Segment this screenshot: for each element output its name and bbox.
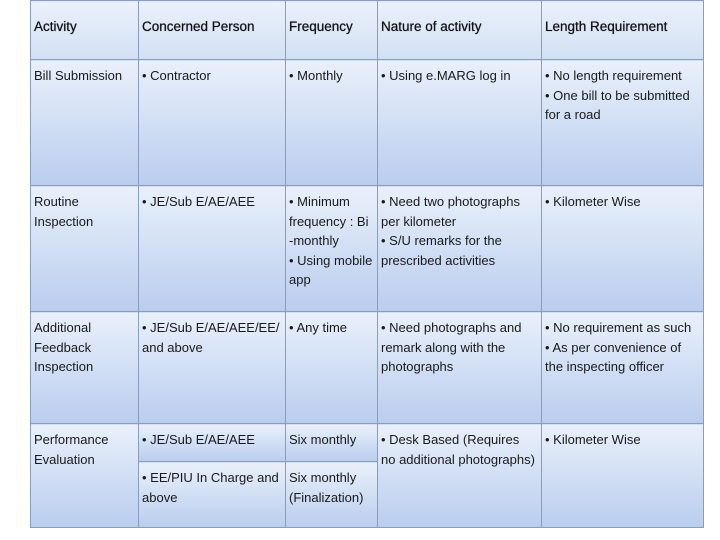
cell-length: • Kilometer Wise bbox=[541, 423, 704, 528]
cell-frequency: • Monthly bbox=[285, 59, 378, 186]
cell-length: • No length requirement • One bill to be… bbox=[541, 59, 704, 186]
header-row: Activity Concerned Person Frequency Natu… bbox=[30, 0, 704, 60]
cell-frequency: Six monthly bbox=[285, 423, 378, 462]
cell-activity: Performance Evaluation bbox=[30, 423, 139, 528]
cell-frequency: • Any time bbox=[285, 311, 378, 424]
header-activity: Activity bbox=[30, 0, 139, 60]
table-row: Routine Inspection • JE/Sub E/AE/AEE • M… bbox=[30, 185, 704, 312]
cell-length: • Kilometer Wise bbox=[541, 185, 704, 312]
cell-length: • No requirement as such • As per conven… bbox=[541, 311, 704, 424]
cell-activity: Bill Submission bbox=[30, 59, 139, 186]
header-length-requirement: Length Requirement bbox=[541, 0, 704, 60]
cell-person: • JE/Sub E/AE/AEE bbox=[138, 423, 286, 462]
cell-nature: • Need photographs and remark along with… bbox=[377, 311, 542, 424]
cell-nature: • Using e.MARG log in bbox=[377, 59, 542, 186]
cell-person: • Contractor bbox=[138, 59, 286, 186]
cell-activity: Routine Inspection bbox=[30, 185, 139, 312]
activity-table: Activity Concerned Person Frequency Natu… bbox=[30, 0, 704, 528]
activity-table-container: Activity Concerned Person Frequency Natu… bbox=[30, 0, 704, 529]
cell-activity: Additional Feedback Inspection bbox=[30, 311, 139, 424]
header-concerned-person: Concerned Person bbox=[138, 0, 286, 60]
cell-nature: • Need two photographs per kilometer • S… bbox=[377, 185, 542, 312]
cell-person: • JE/Sub E/AE/AEE bbox=[138, 185, 286, 312]
header-frequency: Frequency bbox=[285, 0, 378, 60]
table-row: Additional Feedback Inspection • JE/Sub … bbox=[30, 311, 704, 424]
cell-person: • EE/PIU In Charge and above bbox=[138, 461, 286, 528]
table-row: Bill Submission • Contractor • Monthly •… bbox=[30, 59, 704, 186]
cell-nature: • Desk Based (Requires no additional pho… bbox=[377, 423, 542, 528]
cell-person: • JE/Sub E/AE/AEE/EE/ and above bbox=[138, 311, 286, 424]
cell-frequency: Six monthly (Finalization) bbox=[285, 461, 378, 528]
cell-frequency: • Minimum frequency : Bi -monthly • Usin… bbox=[285, 185, 378, 312]
table-row: Performance Evaluation • JE/Sub E/AE/AEE… bbox=[30, 423, 704, 528]
header-nature-of-activity: Nature of activity bbox=[377, 0, 542, 60]
table-row: • EE/PIU In Charge and above Six monthly… bbox=[31, 461, 704, 528]
